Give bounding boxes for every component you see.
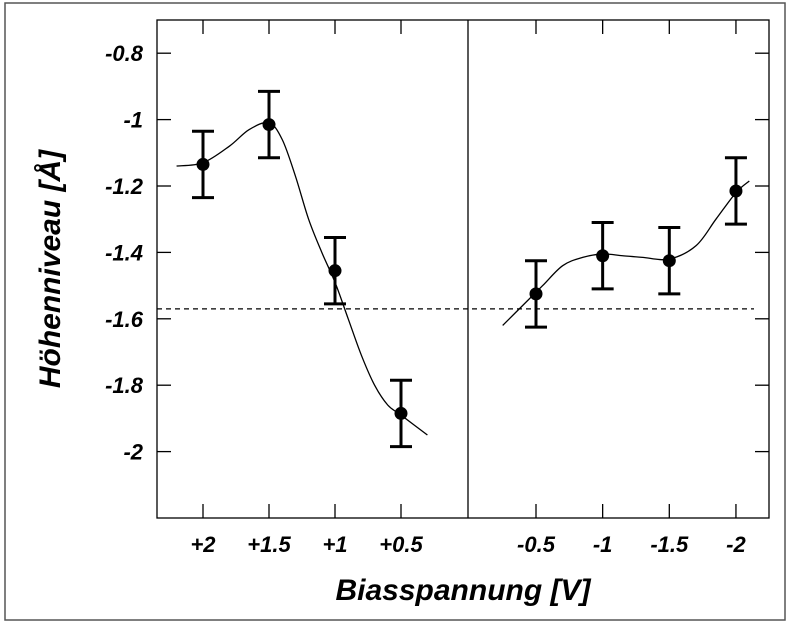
data-point <box>262 118 276 132</box>
y-tick-label: -1.8 <box>105 373 144 398</box>
data-point <box>729 184 743 198</box>
x-tick-label: +1.5 <box>247 532 291 557</box>
x-tick-label: -1.5 <box>650 532 689 557</box>
data-point <box>529 287 543 301</box>
data-point <box>394 406 408 420</box>
x-tick-label: -2 <box>726 532 746 557</box>
fit-curve <box>176 121 428 436</box>
y-axis-label: Höhenniveau [Å] <box>34 149 67 388</box>
fit-curve <box>502 180 750 326</box>
y-tick-label: -1.4 <box>105 240 143 265</box>
y-tick-label: -1.6 <box>105 307 144 332</box>
outer-border <box>4 2 786 621</box>
y-tick-label: -1.2 <box>105 174 144 199</box>
x-tick-label: +1 <box>322 532 347 557</box>
y-tick-label: -2 <box>123 440 143 465</box>
x-tick-label: +2 <box>190 532 216 557</box>
x-tick-label: -0.5 <box>517 532 556 557</box>
data-point <box>196 157 210 171</box>
plot-area-border <box>156 19 770 519</box>
x-axis-label: Biasspannung [V] <box>335 574 591 607</box>
data-point <box>662 254 676 268</box>
x-tick-label: -1 <box>593 532 613 557</box>
x-tick-label: +0.5 <box>379 532 423 557</box>
y-tick-label: -1 <box>123 108 143 133</box>
data-point <box>596 249 610 263</box>
y-tick-label: -0.8 <box>105 41 144 66</box>
data-point <box>328 264 342 278</box>
